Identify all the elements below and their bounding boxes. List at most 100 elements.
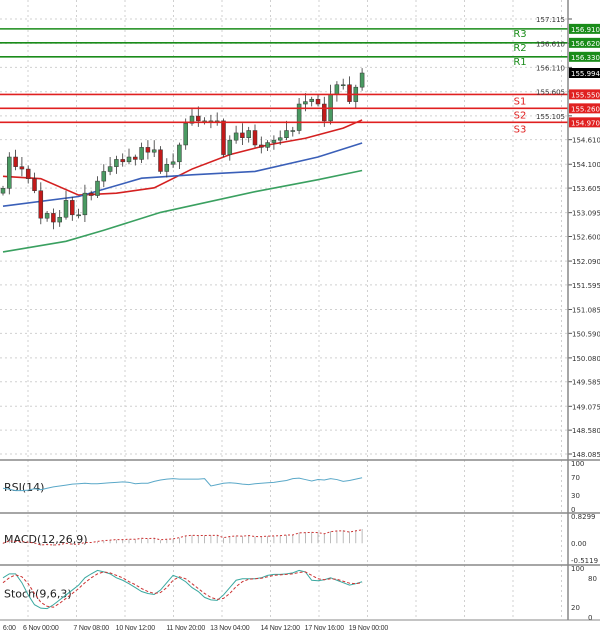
candle-body	[196, 115, 201, 122]
candle-body	[303, 101, 308, 105]
stoch-label: Stoch(9,6,3)	[4, 588, 72, 601]
candle-body	[139, 147, 144, 160]
candle-body	[76, 214, 81, 217]
moving-averages	[2, 119, 363, 253]
level-label-r1: R1	[513, 57, 526, 68]
stoch-tick-label: 20	[571, 604, 580, 612]
price-tick-label: 152.090	[572, 258, 600, 266]
price-tick-label: 150.590	[572, 330, 600, 338]
price-tick-label: 149.075	[572, 403, 600, 411]
candle-body	[246, 130, 251, 138]
candle-body	[334, 84, 340, 95]
candle-body	[151, 149, 157, 153]
candle-body	[19, 166, 25, 170]
candle-body	[0, 188, 6, 194]
price-tick-label: 149.585	[572, 379, 600, 387]
candle-body	[240, 132, 245, 138]
main-pane	[0, 0, 568, 458]
price-tick-label: 154.610	[572, 137, 600, 145]
candle-body	[32, 178, 37, 191]
level-price-tag	[569, 37, 600, 48]
candle-body	[126, 156, 132, 163]
stoch-k-line	[2, 569, 363, 610]
level-price-label: 154.970	[571, 119, 600, 127]
candle-body	[120, 159, 125, 163]
price-tick-label: 153.605	[572, 185, 600, 193]
candle-body	[25, 168, 31, 179]
macd-tick-label: 0.8299	[571, 513, 596, 521]
macd-signal-line	[2, 529, 363, 546]
moving-average-line	[2, 142, 363, 207]
candle-body	[227, 139, 233, 155]
stoch-tick-label: 80	[588, 575, 597, 583]
level-label-r2: R2	[513, 43, 526, 54]
candle-body	[309, 98, 314, 102]
level-price-tag	[569, 89, 600, 100]
level-price-label: 155.260	[571, 105, 600, 113]
price-tick-label: 153.095	[572, 210, 600, 218]
level-price-label: 155.550	[571, 91, 600, 99]
rsi-line	[2, 477, 363, 492]
macd-tick-label: 0.00	[571, 540, 587, 548]
candle-body	[359, 72, 365, 88]
price-tick-label: 155.105	[536, 113, 565, 121]
time-tick-label: 6:00	[3, 625, 16, 632]
price-axis: 157.115 156.610 156.110 155.605 155.105 154.6…	[536, 0, 600, 622]
stoch-tick-label: 100	[571, 565, 584, 573]
candle-body	[183, 123, 188, 146]
candle-body	[95, 180, 100, 196]
candle-body	[88, 192, 94, 196]
price-tick-label: 154.100	[572, 161, 600, 169]
price-tick-label: 157.115	[536, 16, 565, 24]
candle-body	[133, 156, 138, 160]
stoch-tick-label: 0	[588, 614, 592, 622]
candle-body	[51, 213, 56, 223]
candle-body	[158, 149, 163, 172]
indicator-panels: RSI(14) MACD(12,26,9) Stoch(9,6,3)	[0, 459, 600, 621]
candle-body	[44, 213, 50, 219]
candle-body	[114, 159, 119, 167]
candle-body	[315, 98, 321, 105]
candle-body	[284, 130, 289, 138]
level-label-s3: S3	[514, 124, 527, 135]
macd-tick-label: -0.5119	[571, 557, 598, 565]
candle-body	[107, 166, 113, 172]
candle-body	[259, 144, 264, 148]
rsi-tick-label: 70	[571, 474, 580, 482]
candle-body	[164, 163, 170, 172]
stoch-d-line	[2, 571, 363, 608]
level-price-label: 156.330	[571, 54, 600, 62]
candle-body	[101, 171, 107, 182]
time-tick-label: 10 Nov 12:00	[116, 625, 156, 632]
level-price-tag	[569, 117, 600, 128]
rsi-label: RSI(14)	[4, 481, 44, 494]
price-tick-label: 152.600	[572, 234, 600, 242]
candle-body	[290, 130, 296, 132]
time-tick-label: 7 Nov 08:00	[73, 625, 109, 632]
current-price-tag	[569, 68, 600, 79]
candle-body	[252, 130, 258, 146]
time-tick-label: 14 Nov 12:00	[261, 625, 301, 632]
time-tick-label: 13 Nov 04:00	[210, 625, 250, 632]
price-tick-label: 151.595	[572, 282, 600, 290]
rsi-tick-label: 100	[571, 460, 584, 468]
price-tick-label: 148.085	[572, 451, 600, 459]
price-tick-label: 156.110	[536, 64, 565, 72]
price-tick-label: 151.085	[572, 306, 600, 314]
pivot-levels: R3 R2 R1 S1 S2 S3	[0, 28, 568, 135]
candle-body	[7, 156, 12, 189]
candle-body	[265, 142, 270, 148]
level-price-tag	[569, 23, 600, 34]
candle-body	[177, 144, 182, 163]
price-tick-label: 155.605	[536, 89, 565, 97]
grid	[0, 0, 568, 620]
candle-body	[340, 84, 346, 87]
level-price-label: 156.620	[571, 40, 600, 48]
rsi-tick-label: 0	[571, 506, 575, 514]
candle-body	[13, 156, 18, 167]
candle-body	[233, 132, 239, 141]
candle-body	[145, 147, 151, 153]
level-price-tag	[569, 103, 600, 114]
candle-body	[82, 192, 88, 216]
candle-body	[189, 115, 195, 124]
